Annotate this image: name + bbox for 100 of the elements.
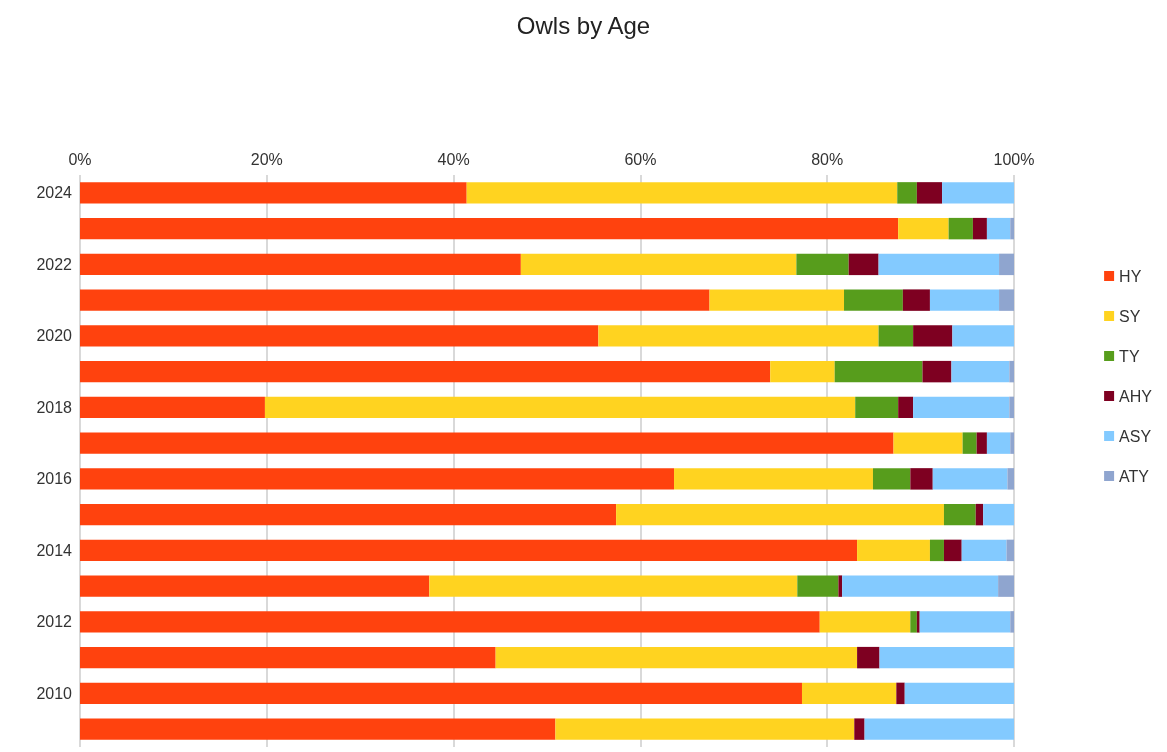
- bar: [555, 718, 855, 740]
- bar: [919, 611, 1011, 633]
- bar: [80, 718, 556, 740]
- bar: [913, 325, 953, 347]
- y-tick-label: 2024: [36, 184, 73, 202]
- bar: [972, 217, 987, 240]
- legend-label: SY: [1119, 307, 1141, 325]
- bar: [598, 325, 879, 347]
- bar: [922, 360, 952, 383]
- bar: [674, 468, 873, 490]
- bar: [942, 182, 1014, 204]
- legend-label: ASY: [1119, 427, 1152, 445]
- bar: [264, 396, 856, 419]
- x-tick-label: 80%: [811, 150, 844, 168]
- bar: [80, 325, 599, 347]
- bar: [864, 718, 1014, 740]
- bar: [1007, 468, 1014, 490]
- bar: [910, 611, 917, 633]
- bar: [872, 468, 911, 490]
- bar: [999, 253, 1014, 276]
- x-tick-label: 0%: [68, 150, 92, 168]
- bar: [429, 575, 798, 597]
- bar: [844, 289, 903, 311]
- bar: [904, 682, 1014, 705]
- y-tick-label: 2020: [36, 327, 73, 345]
- bar: [1006, 539, 1014, 562]
- legend-label: HY: [1119, 267, 1142, 285]
- bar: [855, 396, 899, 419]
- bar: [616, 503, 944, 526]
- y-tick-label: 2022: [36, 255, 73, 273]
- bar: [898, 396, 914, 419]
- y-tick-label: 2016: [36, 470, 73, 488]
- bar: [999, 289, 1014, 311]
- bar: [796, 253, 849, 276]
- bar: [80, 217, 899, 240]
- x-tick-label: 20%: [250, 150, 283, 168]
- bar: [495, 646, 858, 669]
- bar: [819, 611, 911, 633]
- bar: [80, 539, 858, 562]
- legend-label: AHY: [1119, 387, 1153, 405]
- bar: [943, 539, 962, 562]
- bar: [80, 432, 894, 454]
- bar: [878, 253, 1000, 276]
- bar: [929, 289, 1000, 311]
- bar: [80, 289, 710, 311]
- bar: [1010, 217, 1014, 240]
- bar: [897, 182, 917, 204]
- chart-title: Owls by Age: [516, 11, 651, 39]
- bar: [838, 575, 843, 597]
- bar: [797, 575, 839, 597]
- y-tick-label: 2014: [36, 541, 73, 559]
- x-tick-label: 40%: [437, 150, 470, 168]
- bar: [961, 539, 1007, 562]
- bar: [834, 360, 923, 383]
- bar: [857, 646, 880, 669]
- bar: [878, 325, 914, 347]
- bar: [951, 360, 1010, 383]
- bar: [801, 682, 897, 705]
- bar: [842, 575, 999, 597]
- bar: [998, 575, 1014, 597]
- y-tick-label: 2012: [36, 613, 73, 631]
- bar: [952, 325, 1014, 347]
- bar: [902, 289, 930, 311]
- bar: [916, 611, 920, 633]
- legend-label: ATY: [1119, 467, 1150, 485]
- bar: [1009, 360, 1014, 383]
- bar: [986, 432, 1011, 454]
- bar: [80, 611, 820, 633]
- bar: [770, 360, 835, 383]
- bar: [854, 718, 865, 740]
- bar: [80, 182, 467, 204]
- bar: [929, 539, 944, 562]
- bar: [1010, 611, 1014, 633]
- bar: [1010, 432, 1014, 454]
- bar: [896, 682, 905, 705]
- bar: [976, 432, 987, 454]
- x-tick-label: 100%: [993, 150, 1035, 168]
- bar: [893, 432, 963, 454]
- bar: [986, 217, 1011, 240]
- bar: [1009, 396, 1014, 419]
- bar: [879, 646, 1014, 669]
- bar: [913, 396, 1010, 419]
- bar: [975, 503, 984, 526]
- bar: [983, 503, 1014, 526]
- bar: [80, 468, 675, 490]
- y-tick-label: 2010: [36, 684, 73, 702]
- bar: [898, 217, 949, 240]
- bar: [80, 503, 617, 526]
- y-tick-label: 2018: [36, 398, 73, 416]
- bar: [948, 217, 973, 240]
- bar: [80, 253, 521, 276]
- bar: [80, 682, 802, 705]
- bar: [80, 360, 771, 383]
- legend-label: TY: [1119, 347, 1140, 365]
- bar: [80, 646, 496, 669]
- bar: [466, 182, 898, 204]
- bar: [80, 396, 265, 419]
- bar: [932, 468, 1008, 490]
- bar: [962, 432, 977, 454]
- bar: [848, 253, 879, 276]
